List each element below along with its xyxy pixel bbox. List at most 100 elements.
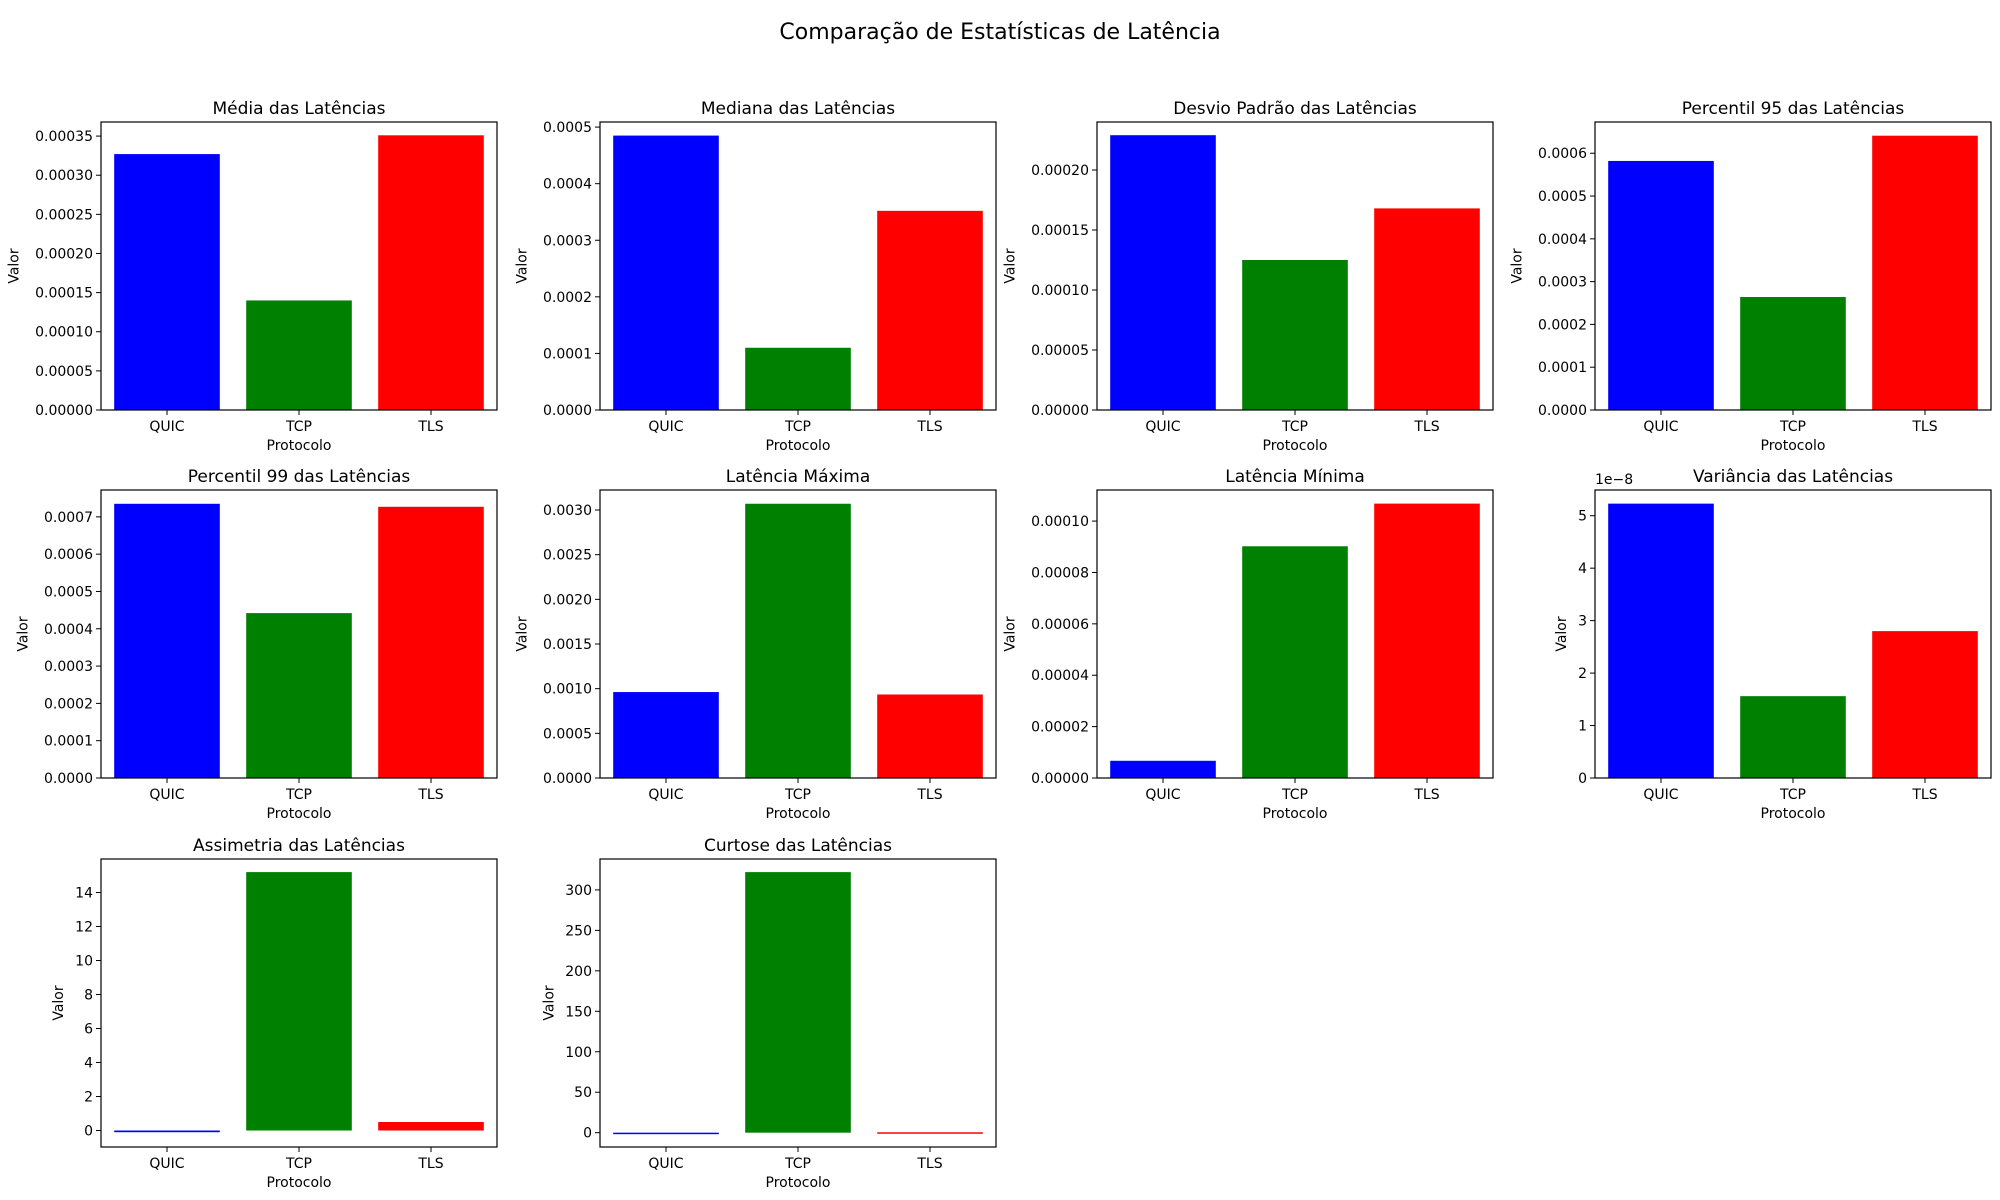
y-tick-label: 0.0004 [44, 622, 93, 638]
x-axis-label: Protocolo [1263, 438, 1328, 454]
x-tick-label: TCP [285, 1156, 312, 1172]
subplot-title: Desvio Padrão das Latências [1173, 99, 1417, 119]
y-tick-label: 0.0005 [543, 726, 592, 742]
bar-quic [114, 154, 220, 410]
subplot-title: Mediana das Latências [701, 99, 895, 119]
y-tick-label: 8 [84, 987, 93, 1003]
x-tick-label: QUIC [1643, 419, 1678, 435]
subplot-title: Assimetria das Latências [193, 836, 405, 856]
x-tick-label: TCP [1779, 787, 1806, 803]
y-tick-label: 0.0002 [44, 696, 93, 712]
bar-tls [1374, 208, 1480, 410]
x-axis-label: Protocolo [766, 1175, 831, 1191]
y-tick-label: 14 [75, 885, 93, 901]
y-tick-label: 3 [1578, 614, 1587, 630]
subplot-2: QUIC TCP TLS 0.0000 0.0001 0.0002 0.0003 0.0004… [515, 99, 997, 454]
y-tick-label: 0.0000 [1538, 403, 1587, 419]
y-tick-label: 0.00025 [35, 207, 93, 223]
bar-tls [1872, 135, 1978, 410]
subplot-6: QUIC TCP TLS 0.0000 0.0005 0.0010 0.0015 0.0020… [515, 467, 997, 822]
y-tick-label: 0.0000 [543, 771, 592, 787]
x-tick-label: TCP [1281, 419, 1308, 435]
y-tick-label: 12 [75, 919, 93, 935]
bar-tls [378, 135, 484, 410]
bar-quic [114, 1130, 220, 1133]
bar-tls [1374, 503, 1480, 778]
x-tick-label: TLS [916, 787, 942, 803]
x-axis-label: Protocolo [1761, 806, 1826, 822]
y-tick-label: 0.0006 [44, 547, 93, 563]
figure-title: Comparação de Estatísticas de Latência [779, 20, 1221, 45]
y-tick-label: 0.0003 [44, 659, 93, 675]
y-tick-label: 0.0001 [1538, 360, 1587, 376]
y-tick-label: 1 [1578, 719, 1587, 735]
y-axis-label: Valor [51, 985, 67, 1021]
y-tick-label: 0.00015 [35, 286, 93, 302]
y-tick-label: 0.0020 [543, 592, 592, 608]
y-tick-label: 2 [84, 1090, 93, 1106]
y-tick-label: 0.0003 [1538, 275, 1587, 291]
y-tick-label: 0.00008 [1031, 565, 1089, 581]
bar-quic [1608, 160, 1714, 410]
y-tick-label: 300 [565, 883, 592, 899]
bar-tls [877, 210, 983, 410]
y-tick-label: 10 [75, 953, 93, 969]
y-tick-label: 0.00005 [1031, 343, 1089, 359]
y-tick-label: 50 [574, 1085, 592, 1101]
subplot-title: Latência Máxima [726, 467, 871, 487]
x-tick-label: TCP [1281, 787, 1308, 803]
y-tick-label: 0 [84, 1124, 93, 1140]
subplot-3: QUIC TCP TLS 0.00000 0.00005 0.00010 0.00015 0.… [1003, 99, 1494, 454]
subplot-4: QUIC TCP TLS 0.0000 0.0001 0.0002 0.0003 0.0004… [1510, 99, 1992, 454]
y-tick-label: 0.0001 [543, 346, 592, 362]
y-tick-label: 0.0030 [543, 503, 592, 519]
y-axis-label: Valor [1003, 616, 1019, 652]
x-tick-label: TLS [1911, 419, 1937, 435]
x-axis-label: Protocolo [267, 1175, 332, 1191]
bar-quic [613, 135, 719, 410]
x-tick-label: TLS [1911, 787, 1937, 803]
bar-tcp [246, 613, 352, 778]
x-tick-label: QUIC [1145, 419, 1180, 435]
y-tick-label: 0.0010 [543, 682, 592, 698]
subplot-title: Latência Mínima [1225, 467, 1365, 487]
bar-tls [378, 1122, 484, 1131]
y-offset-label: 1e−8 [1595, 472, 1633, 488]
subplot-1: QUIC TCP TLS 0.00000 0.00005 0.00010 0.00015 0.… [7, 99, 498, 454]
y-axis-label: Valor [541, 985, 557, 1021]
y-tick-label: 0.00000 [1031, 771, 1089, 787]
bar-tcp [1740, 297, 1846, 410]
y-tick-label: 0.00030 [35, 168, 93, 184]
x-tick-label: TCP [784, 787, 811, 803]
x-axis-label: Protocolo [766, 806, 831, 822]
y-tick-label: 0.0015 [543, 637, 592, 653]
y-tick-label: 0.0005 [543, 120, 592, 136]
bar-tcp [745, 503, 851, 778]
bar-tcp [1242, 260, 1348, 410]
y-tick-label: 0.0025 [543, 548, 592, 564]
y-tick-label: 0.0000 [543, 403, 592, 419]
y-tick-label: 6 [84, 1022, 93, 1038]
subplot-5: QUIC TCP TLS 0.0000 0.0001 0.0002 0.0003 0.0004… [16, 467, 498, 822]
x-axis-label: Protocolo [267, 806, 332, 822]
subplot-10: QUIC TCP TLS 0 50 100 150 200 250 300 Curtose das … [541, 836, 997, 1191]
bar-quic [114, 503, 220, 778]
bar-quic [613, 692, 719, 778]
x-tick-label: QUIC [149, 787, 184, 803]
subplot-9: QUIC TCP TLS 0 2 4 6 8 10 12 14 Assimetria das Latê… [51, 836, 498, 1191]
subplot-8: QUIC TCP TLS 0 1 2 3 4 5 Variância das Latências P… [1554, 467, 1992, 822]
bar-tls [877, 1132, 983, 1134]
bar-tcp [745, 872, 851, 1133]
y-tick-label: 5 [1578, 509, 1587, 525]
y-tick-label: 150 [565, 1004, 592, 1020]
x-tick-label: QUIC [648, 787, 683, 803]
subplot-title: Percentil 95 das Latências [1682, 99, 1905, 119]
y-axis-label: Valor [515, 616, 531, 652]
x-tick-label: TLS [916, 419, 942, 435]
y-axis-label: Valor [7, 248, 23, 284]
y-tick-label: 0.00010 [1031, 283, 1089, 299]
y-axis-label: Valor [16, 616, 32, 652]
y-tick-label: 2 [1578, 666, 1587, 682]
y-tick-label: 4 [1578, 561, 1587, 577]
x-tick-label: TCP [784, 419, 811, 435]
